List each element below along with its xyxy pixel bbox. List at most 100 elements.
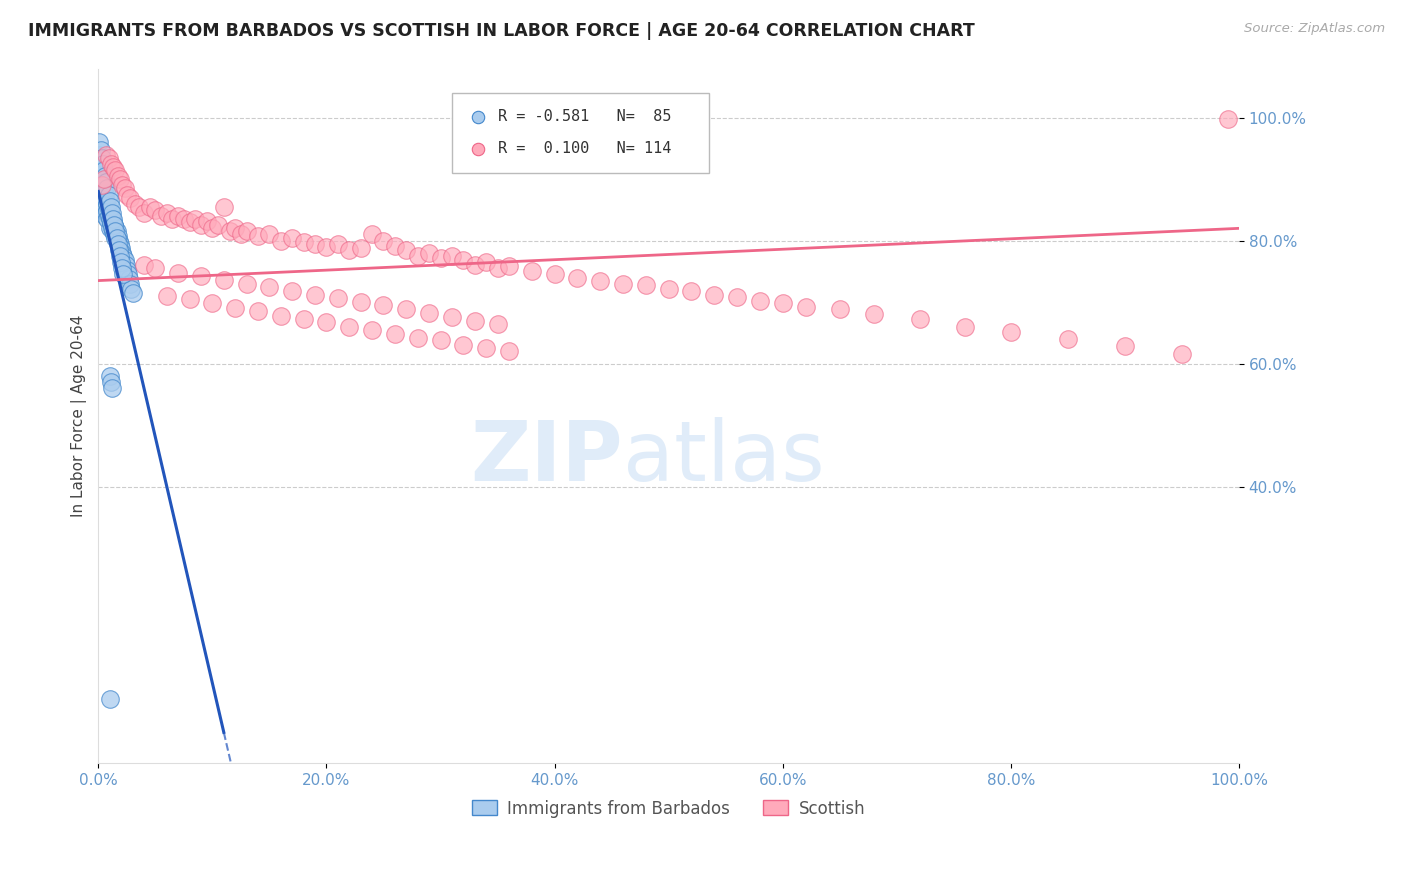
Point	[167, 209, 190, 223]
Point	[104, 224, 127, 238]
Point	[94, 194, 117, 208]
Point	[190, 219, 212, 233]
Point	[101, 224, 124, 238]
Point	[337, 243, 360, 257]
Point	[98, 212, 121, 227]
Point	[93, 163, 115, 178]
Point	[162, 212, 184, 227]
Text: atlas: atlas	[623, 417, 825, 498]
Point	[107, 236, 129, 251]
Point	[612, 277, 634, 291]
Point	[110, 241, 132, 255]
Point	[190, 269, 212, 284]
Point	[90, 191, 112, 205]
Point	[108, 234, 131, 248]
Point	[384, 238, 406, 252]
Point	[93, 191, 115, 205]
Point	[179, 215, 201, 229]
Point	[725, 290, 748, 304]
Point	[520, 264, 543, 278]
Point	[111, 261, 134, 276]
Point	[281, 284, 304, 298]
Point	[104, 230, 127, 244]
Point	[120, 277, 142, 291]
Point	[89, 166, 111, 180]
Point	[589, 274, 612, 288]
Point	[304, 236, 326, 251]
Point	[90, 166, 112, 180]
Point	[384, 327, 406, 342]
Point	[235, 224, 257, 238]
Point	[259, 279, 281, 293]
Point	[115, 263, 138, 277]
Point	[103, 219, 125, 233]
Point	[453, 253, 475, 268]
Point	[772, 296, 794, 310]
Point	[326, 236, 349, 251]
Point	[98, 221, 121, 235]
Point	[395, 302, 418, 317]
Point	[247, 228, 270, 243]
Point	[114, 258, 136, 272]
Point	[292, 312, 315, 326]
Y-axis label: In Labor Force | Age 20-64: In Labor Force | Age 20-64	[72, 315, 87, 517]
Point	[91, 196, 114, 211]
Point	[270, 234, 292, 248]
Point	[464, 258, 486, 272]
Point	[361, 323, 384, 337]
Point	[89, 147, 111, 161]
Point	[120, 191, 142, 205]
Point	[201, 296, 224, 310]
Point	[108, 249, 131, 263]
Point	[114, 181, 136, 195]
Point	[101, 381, 124, 395]
Point	[748, 293, 770, 308]
Point	[224, 221, 246, 235]
Point	[464, 313, 486, 327]
Point	[486, 261, 509, 276]
Point	[150, 209, 173, 223]
Point	[281, 230, 304, 244]
Point	[1056, 332, 1078, 346]
Point	[373, 234, 395, 248]
Point	[112, 268, 135, 282]
Point	[108, 243, 131, 257]
Point	[167, 266, 190, 280]
Point	[467, 153, 489, 168]
Text: R =  0.100   N= 114: R = 0.100 N= 114	[498, 141, 671, 156]
Point	[103, 227, 125, 242]
Point	[429, 251, 451, 265]
Point	[93, 185, 115, 199]
Point	[90, 172, 112, 186]
Point	[184, 212, 207, 227]
Point	[373, 298, 395, 312]
Point	[93, 202, 115, 217]
Point	[418, 246, 440, 260]
Point	[475, 341, 498, 355]
Point	[418, 306, 440, 320]
Point	[201, 221, 224, 235]
Point	[111, 246, 134, 260]
Point	[1171, 347, 1194, 361]
Text: ZIP: ZIP	[471, 417, 623, 498]
Point	[98, 691, 121, 706]
Point	[94, 209, 117, 223]
Point	[100, 375, 122, 389]
Point	[94, 187, 117, 202]
Text: R = -0.581   N=  85: R = -0.581 N= 85	[498, 109, 671, 124]
Point	[475, 255, 498, 269]
Point	[794, 300, 817, 314]
Point	[1000, 325, 1022, 339]
Point	[908, 312, 931, 326]
Point	[658, 282, 681, 296]
Point	[105, 224, 128, 238]
Point	[96, 147, 118, 161]
Point	[100, 157, 122, 171]
Point	[101, 212, 124, 227]
Point	[96, 200, 118, 214]
Point	[91, 172, 114, 186]
Point	[259, 227, 281, 242]
Point	[104, 221, 127, 235]
Text: IMMIGRANTS FROM BARBADOS VS SCOTTISH IN LABOR FORCE | AGE 20-64 CORRELATION CHAR: IMMIGRANTS FROM BARBADOS VS SCOTTISH IN …	[28, 22, 974, 40]
Point	[429, 333, 451, 347]
